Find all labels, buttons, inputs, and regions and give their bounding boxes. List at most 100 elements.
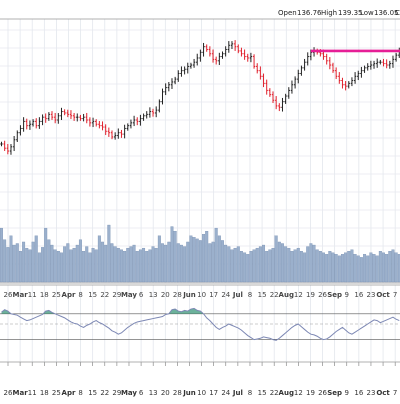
price-panel-date-label: Aug xyxy=(279,291,294,299)
volume-bar xyxy=(53,249,57,283)
volume-bar xyxy=(60,252,63,283)
ohlc-bar xyxy=(306,52,309,66)
volume-bar xyxy=(34,235,38,283)
ohlc-bar xyxy=(91,117,95,128)
indicator-line xyxy=(1,307,400,341)
volume-bar xyxy=(331,252,335,283)
volume-bar xyxy=(183,246,187,283)
price-panel xyxy=(0,40,400,155)
ohlc-bar xyxy=(394,52,398,62)
ohlc-bar xyxy=(98,120,101,129)
volume-bar xyxy=(363,254,367,283)
volume-bar xyxy=(258,246,262,283)
volume-bar xyxy=(72,247,76,283)
price-panel-date-label: Apr xyxy=(62,291,76,299)
volume-bar xyxy=(230,249,234,283)
open-value: 136.76 xyxy=(297,9,322,17)
price-panel-date-label: 8 xyxy=(78,291,82,299)
ohlc-bar xyxy=(259,66,262,80)
volume-bar xyxy=(3,239,7,283)
x-tick-label: 11 xyxy=(28,389,37,397)
price-panel-date-label: 19 xyxy=(306,291,315,299)
volume-bar xyxy=(344,252,348,283)
volume-bar xyxy=(353,254,357,283)
volume-bar xyxy=(249,251,253,283)
x-tick-label: Oct xyxy=(376,389,390,397)
x-tick-label: 9 xyxy=(345,389,349,397)
volume-bar xyxy=(12,244,16,283)
volume-bar xyxy=(0,227,3,283)
volume-bar xyxy=(107,224,111,283)
ohlc-bar xyxy=(60,107,63,121)
volume-bar xyxy=(322,252,325,283)
high-label: High xyxy=(321,9,337,17)
x-tick-label: 29 xyxy=(112,389,121,397)
volume-bar xyxy=(391,249,395,283)
volume-bar xyxy=(328,251,332,283)
ohlc-bar xyxy=(297,69,300,84)
volume-bar xyxy=(382,252,385,283)
ohlc-bar xyxy=(25,118,28,130)
ohlc-bar xyxy=(16,130,19,143)
x-tick-label: 22 xyxy=(100,389,109,397)
ohlc-bar xyxy=(249,52,253,63)
x-tick-label: 22 xyxy=(270,389,279,397)
ohlc-bar xyxy=(35,118,38,129)
ohlc-bar xyxy=(161,88,164,105)
x-tick-label: 26 xyxy=(318,389,327,397)
ohlc-bar xyxy=(192,58,196,68)
volume-bar xyxy=(262,244,266,283)
x-tick-label: Jul xyxy=(232,389,243,397)
x-tick-label: 13 xyxy=(149,389,158,397)
price-panel-date-label: 22 xyxy=(270,291,279,299)
ohlc-bar xyxy=(139,114,142,126)
volume-bar xyxy=(337,255,341,283)
ohlc-bar xyxy=(50,111,54,120)
ohlc-bar xyxy=(388,60,392,69)
ohlc-bar xyxy=(268,88,272,97)
ohlc-bar xyxy=(158,99,161,113)
volume-bar xyxy=(281,243,284,283)
price-panel-date-label: 15 xyxy=(258,291,267,299)
x-tick-label: 7 xyxy=(393,389,397,397)
volume-bar xyxy=(104,244,108,283)
ohlc-bar xyxy=(262,73,265,88)
ohlc-bar xyxy=(129,119,133,129)
ohlc-bar xyxy=(38,117,41,129)
x-tick-label: 10 xyxy=(197,389,206,397)
volume-bar xyxy=(138,249,142,283)
ohlc-bar xyxy=(22,117,25,132)
ohlc-bar xyxy=(350,77,354,87)
volume-bar xyxy=(25,247,29,283)
volume-bar xyxy=(325,254,329,283)
volume-bar xyxy=(394,252,398,283)
price-panel-date-label: 22 xyxy=(100,291,109,299)
ohlc-bar xyxy=(205,44,208,52)
volume-bar xyxy=(195,238,199,283)
price-panel-date-label: 26 xyxy=(4,291,13,299)
x-tick-label: 17 xyxy=(209,389,218,397)
volume-bar xyxy=(268,249,272,283)
ohlc-bar xyxy=(293,76,297,89)
ohlc-bar xyxy=(227,41,231,53)
volume-bar xyxy=(37,252,41,283)
volume-bar xyxy=(192,237,196,283)
price-panel-date-label: 28 xyxy=(173,291,182,299)
volume-bar xyxy=(255,247,259,283)
volume-bar xyxy=(334,254,338,283)
volume-bar xyxy=(123,251,127,283)
volume-bar xyxy=(214,227,218,283)
volume-bar xyxy=(167,241,171,283)
ohlc-bar xyxy=(211,49,215,63)
volume-bar xyxy=(375,255,379,283)
ohlc-bar xyxy=(104,124,107,136)
volume-bar xyxy=(205,231,209,283)
volume-bar xyxy=(18,251,22,283)
volume-bar xyxy=(233,247,237,283)
ohlc-bar xyxy=(126,123,129,131)
volume-bar xyxy=(154,247,158,283)
ohlc-bar xyxy=(72,113,76,121)
price-panel-date-label: 29 xyxy=(112,291,121,299)
ohlc-bar xyxy=(31,119,35,127)
price-panel-date-label: 18 xyxy=(40,291,49,299)
